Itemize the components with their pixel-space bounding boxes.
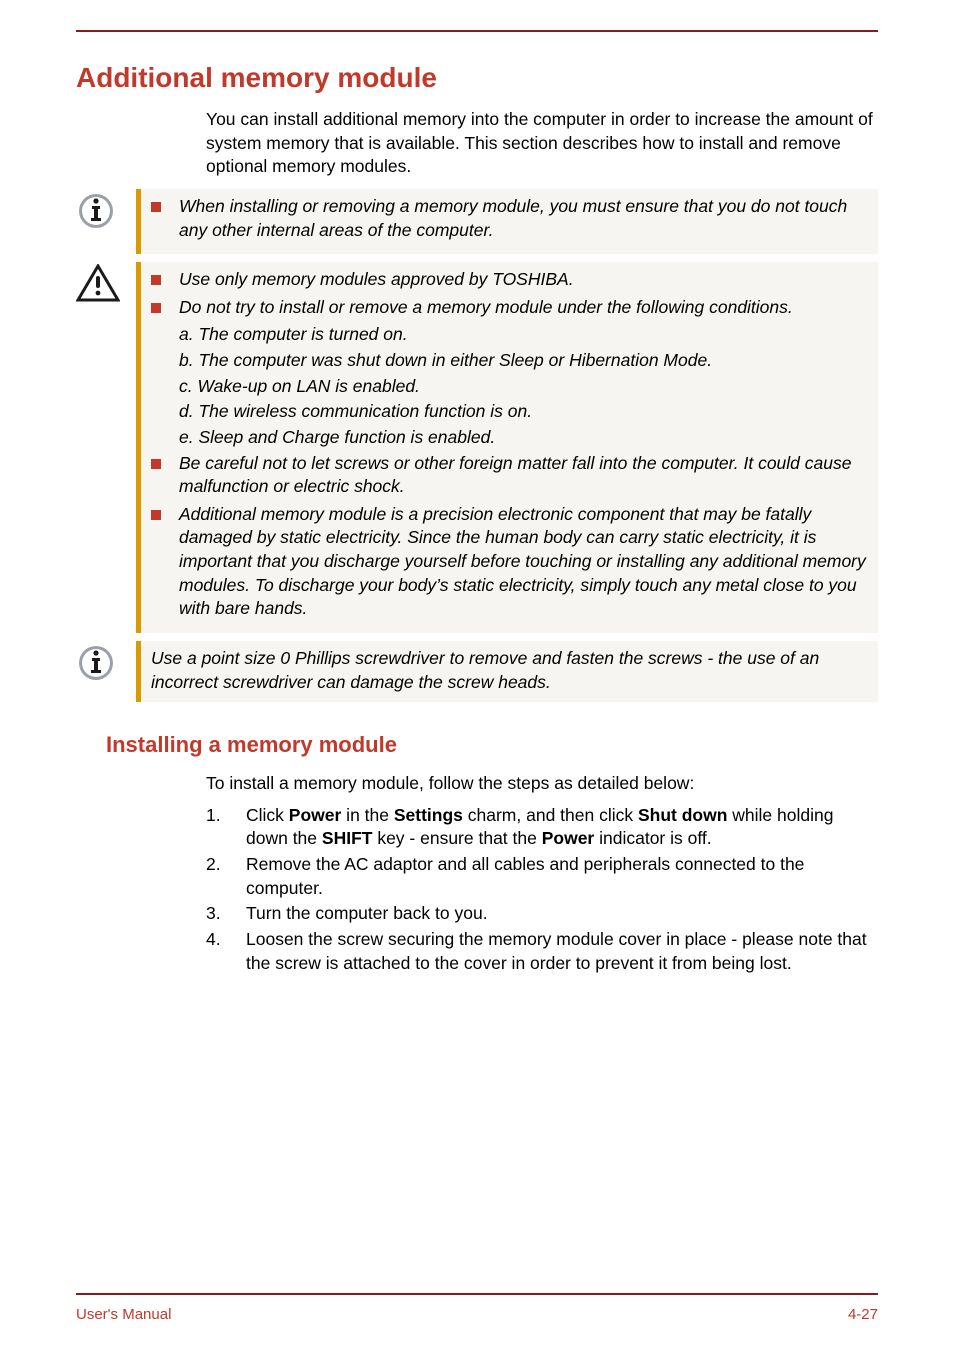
install-lead: To install a memory module, follow the s…	[206, 772, 878, 796]
intro-paragraph: You can install additional memory into t…	[206, 108, 878, 179]
subsection-heading: Installing a memory module	[106, 732, 878, 758]
warning-bullet: Use only memory modules approved by TOSH…	[151, 268, 868, 292]
info-icon	[76, 641, 136, 688]
warning-bullet-text: Additional memory module is a precision …	[179, 503, 868, 621]
warning-icon	[76, 262, 136, 309]
install-step: 3.Turn the computer back to you.	[206, 902, 878, 926]
warning-callout: Use only memory modules approved by TOSH…	[76, 262, 878, 633]
warning-sub-item: b. The computer was shut down in either …	[179, 349, 868, 373]
footer-rule	[76, 1293, 878, 1295]
step-number: 3.	[206, 902, 246, 926]
warning-bullet: Be careful not to let screws or other fo…	[151, 452, 868, 499]
install-step: 4.Loosen the screw securing the memory m…	[206, 928, 878, 975]
bullet-square-icon	[151, 510, 161, 520]
warning-bullet: Additional memory module is a precision …	[151, 503, 868, 621]
warning-bullet-text: Be careful not to let screws or other fo…	[179, 452, 868, 499]
warning-sub-item: c. Wake-up on LAN is enabled.	[179, 375, 868, 399]
step-text: Remove the AC adaptor and all cables and…	[246, 853, 878, 900]
info-callout-1: When installing or removing a memory mod…	[76, 189, 878, 254]
step-text: Loosen the screw securing the memory mod…	[246, 928, 878, 975]
bullet-square-icon	[151, 202, 161, 212]
warning-bullet-text: Do not try to install or remove a memory…	[179, 296, 868, 320]
warning-sub-item: a. The computer is turned on.	[179, 323, 868, 347]
info2-text: Use a point size 0 Phillips screwdriver …	[151, 647, 868, 694]
header-rule	[76, 30, 878, 32]
install-step: 2.Remove the AC adaptor and all cables a…	[206, 853, 878, 900]
bullet-square-icon	[151, 303, 161, 313]
info-callout-2: Use a point size 0 Phillips screwdriver …	[76, 641, 878, 702]
step-number: 2.	[206, 853, 246, 900]
warning-bullet: Do not try to install or remove a memory…	[151, 296, 868, 320]
step-text: Turn the computer back to you.	[246, 902, 878, 926]
info-bullet-text: When installing or removing a memory mod…	[179, 195, 868, 242]
bullet-square-icon	[151, 275, 161, 285]
step-number: 4.	[206, 928, 246, 975]
warning-bullet-text: Use only memory modules approved by TOSH…	[179, 268, 868, 292]
step-number: 1.	[206, 804, 246, 851]
warning-sub-item: d. The wireless communication function i…	[179, 400, 868, 424]
footer-right: 4-27	[848, 1306, 878, 1323]
install-step: 1.Click Power in the Settings charm, and…	[206, 804, 878, 851]
info-bullet: When installing or removing a memory mod…	[151, 195, 868, 242]
install-steps: 1.Click Power in the Settings charm, and…	[206, 804, 878, 975]
step-text: Click Power in the Settings charm, and t…	[246, 804, 878, 851]
section-heading: Additional memory module	[76, 62, 878, 94]
footer-left: User's Manual	[76, 1306, 171, 1323]
info-icon	[76, 189, 136, 236]
warning-sub-item: e. Sleep and Charge function is enabled.	[179, 426, 868, 450]
bullet-square-icon	[151, 459, 161, 469]
